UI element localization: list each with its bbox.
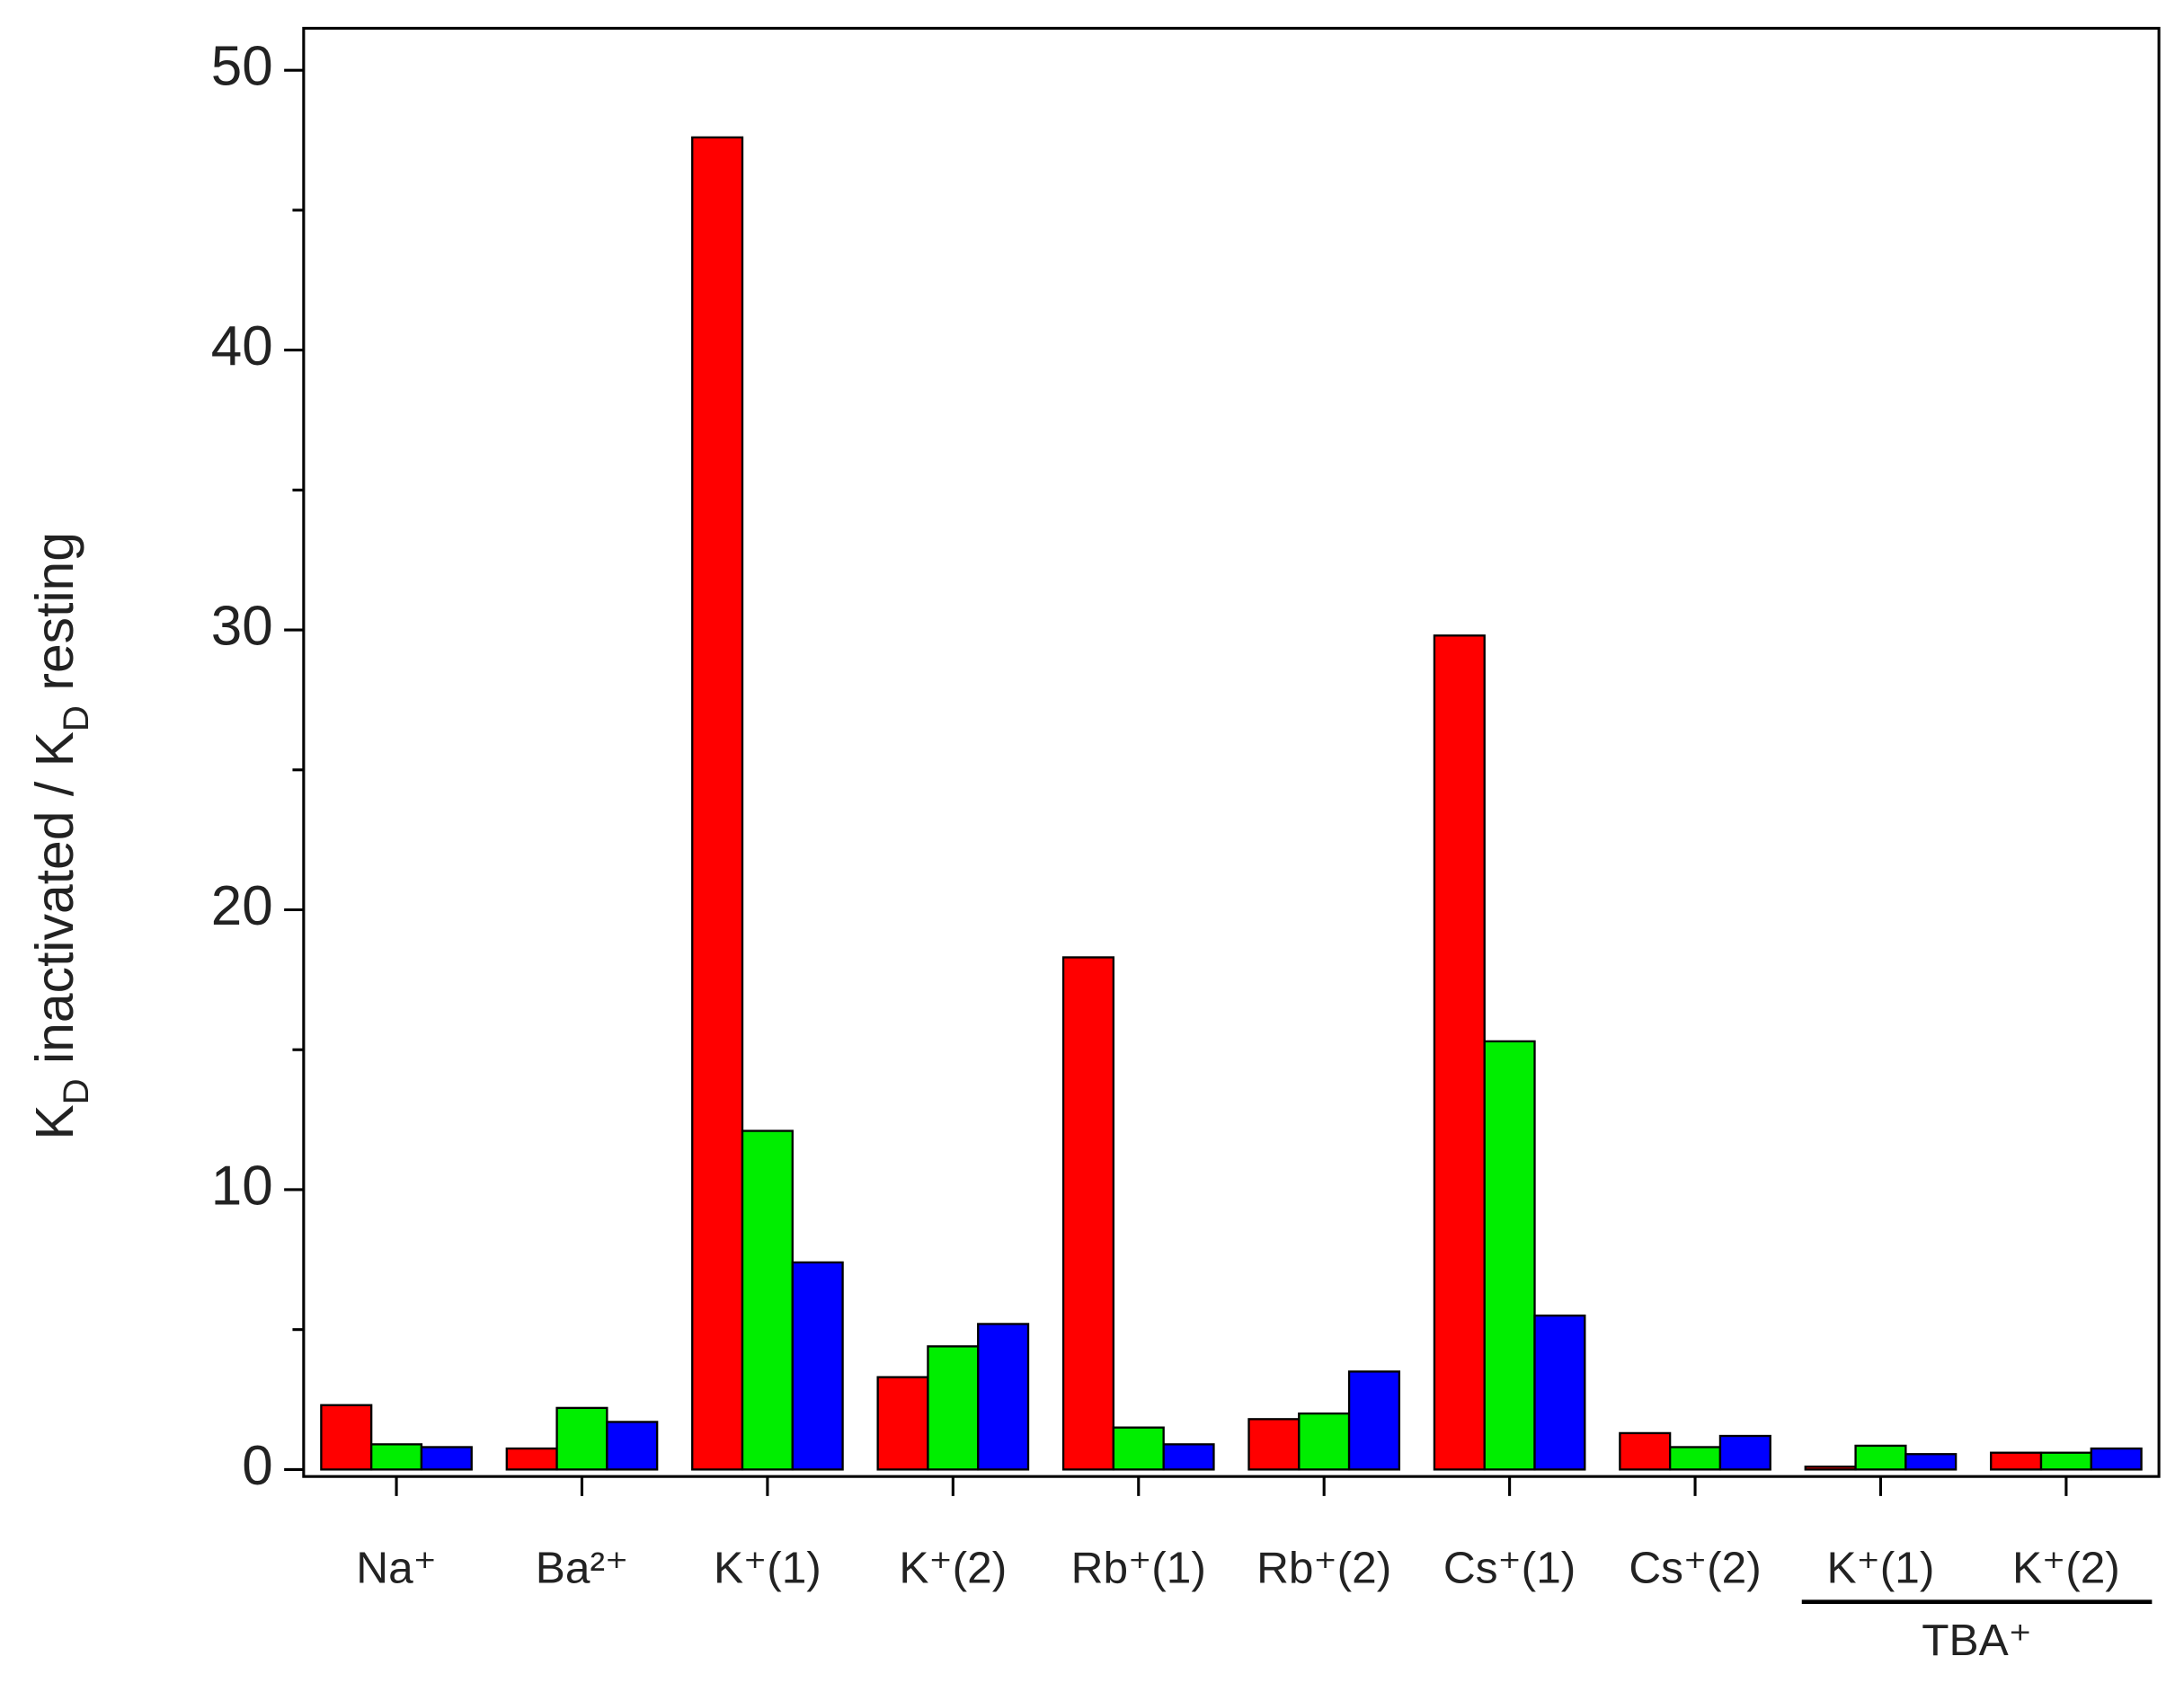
x-tick-label: Rb⁺(2) <box>1256 1543 1391 1593</box>
y-label-part: D <box>56 1078 96 1104</box>
bar <box>1668 1446 1722 1471</box>
x-tick-label: K⁺(2) <box>2012 1543 2120 1593</box>
bar <box>1990 1451 2043 1471</box>
bar <box>1347 1370 1401 1471</box>
bar <box>1061 956 1115 1471</box>
bar <box>606 1421 659 1471</box>
bar <box>420 1446 473 1471</box>
bar <box>2039 1451 2092 1471</box>
x-tick-label: Cs⁺(2) <box>1629 1543 1761 1593</box>
bar <box>1483 1040 1536 1471</box>
x-tick-label: Na⁺ <box>356 1543 437 1593</box>
bar <box>1854 1444 1907 1471</box>
x-tick-label: K⁺(2) <box>899 1543 1007 1593</box>
y-label-part: resting <box>26 532 84 705</box>
plot-frame <box>302 26 2161 1478</box>
y-tick-label: 30 <box>211 595 273 657</box>
bar <box>1804 1466 1857 1471</box>
y-axis-label: KD inactivated / KD resting <box>26 532 97 1140</box>
bar <box>1619 1431 1672 1471</box>
bar <box>1718 1434 1771 1471</box>
x-tick-label: Cs⁺(1) <box>1443 1543 1576 1593</box>
bar <box>320 1404 373 1471</box>
bar <box>505 1447 558 1471</box>
bar <box>1247 1418 1301 1471</box>
bar <box>1433 634 1486 1471</box>
x-tick-label: Ba²⁺ <box>536 1543 628 1593</box>
bar <box>1298 1412 1351 1471</box>
bar <box>927 1345 980 1471</box>
bar <box>791 1261 844 1471</box>
bar <box>1112 1426 1165 1471</box>
y-label-part: D <box>56 705 96 731</box>
bar <box>555 1406 608 1471</box>
bar <box>2090 1447 2143 1471</box>
bar <box>741 1129 794 1471</box>
y-tick-label: 0 <box>242 1435 272 1497</box>
bar <box>369 1443 423 1471</box>
y-tick-label: 40 <box>211 315 273 377</box>
x-tick-label: K⁺(1) <box>714 1543 821 1593</box>
x-tick-label: K⁺(1) <box>1827 1543 1935 1593</box>
y-tick-label: 50 <box>211 36 273 98</box>
y-tick-label: 10 <box>211 1155 273 1217</box>
bar <box>977 1323 1030 1471</box>
x-tick-label: Rb⁺(1) <box>1071 1543 1206 1593</box>
bar <box>691 136 744 1471</box>
group-label: TBA⁺ <box>1922 1615 2032 1665</box>
y-label-part: inactivated / K <box>26 731 84 1078</box>
bar <box>1533 1314 1586 1471</box>
y-label-part: K <box>26 1104 84 1139</box>
y-tick-label: 20 <box>211 875 273 937</box>
bar <box>1162 1443 1215 1471</box>
bar <box>1904 1453 1958 1471</box>
bar <box>876 1376 929 1471</box>
